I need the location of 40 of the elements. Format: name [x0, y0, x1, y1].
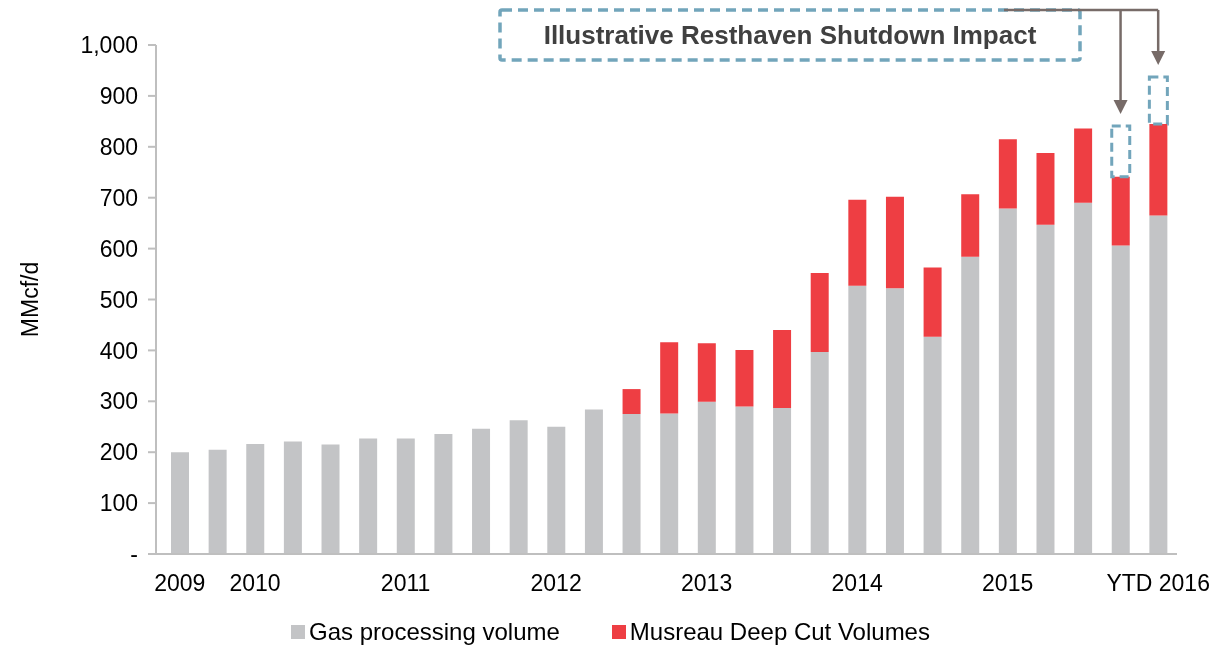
y-tick-label: 500 [99, 286, 138, 313]
bar [810, 273, 829, 352]
legend-label: Musreau Deep Cut Volumes [629, 618, 930, 646]
bar [885, 196, 904, 289]
legend-label: Gas processing volume [309, 618, 560, 646]
bar [697, 343, 716, 402]
annotation: Illustrative Resthaven Shutdown Impact [543, 20, 1037, 50]
y-tick-label: 300 [99, 388, 138, 415]
bar [660, 342, 679, 414]
x-tick-label: YTD 2016 [1106, 570, 1210, 597]
bar [1110, 124, 1132, 179]
bar [622, 389, 641, 415]
bar [998, 139, 1017, 209]
y-axis-title: MMcf/d [17, 261, 44, 338]
y-tick-label: 100 [99, 490, 138, 517]
y-tick-label: 200 [99, 439, 138, 466]
x-tick-label: 2011 [380, 570, 431, 597]
y-tick-label: - [130, 541, 138, 568]
bar [1074, 128, 1093, 203]
x-tick-label: 2013 [681, 570, 733, 597]
x-tick-label: 2014 [831, 570, 883, 597]
bar [735, 349, 754, 407]
y-tick-label: 800 [99, 133, 138, 160]
bar [1111, 176, 1130, 246]
bar [1147, 75, 1169, 126]
bar [923, 267, 942, 337]
x-tick-label: 2010 [229, 570, 281, 597]
bar [848, 199, 867, 286]
bar [1149, 123, 1168, 216]
y-tick-label: 600 [99, 235, 138, 262]
x-tick-label: 2012 [530, 570, 582, 597]
bar [961, 194, 980, 257]
y-tick-label: 900 [99, 83, 138, 110]
y-tick-label: 400 [99, 337, 138, 364]
x-tick-label: 2009 [154, 570, 206, 597]
y-tick-label: 1,000 [80, 32, 138, 59]
bar [773, 330, 792, 408]
bar [1036, 152, 1055, 225]
y-tick-label: 700 [99, 184, 138, 211]
x-tick-label: 2015 [982, 570, 1034, 597]
